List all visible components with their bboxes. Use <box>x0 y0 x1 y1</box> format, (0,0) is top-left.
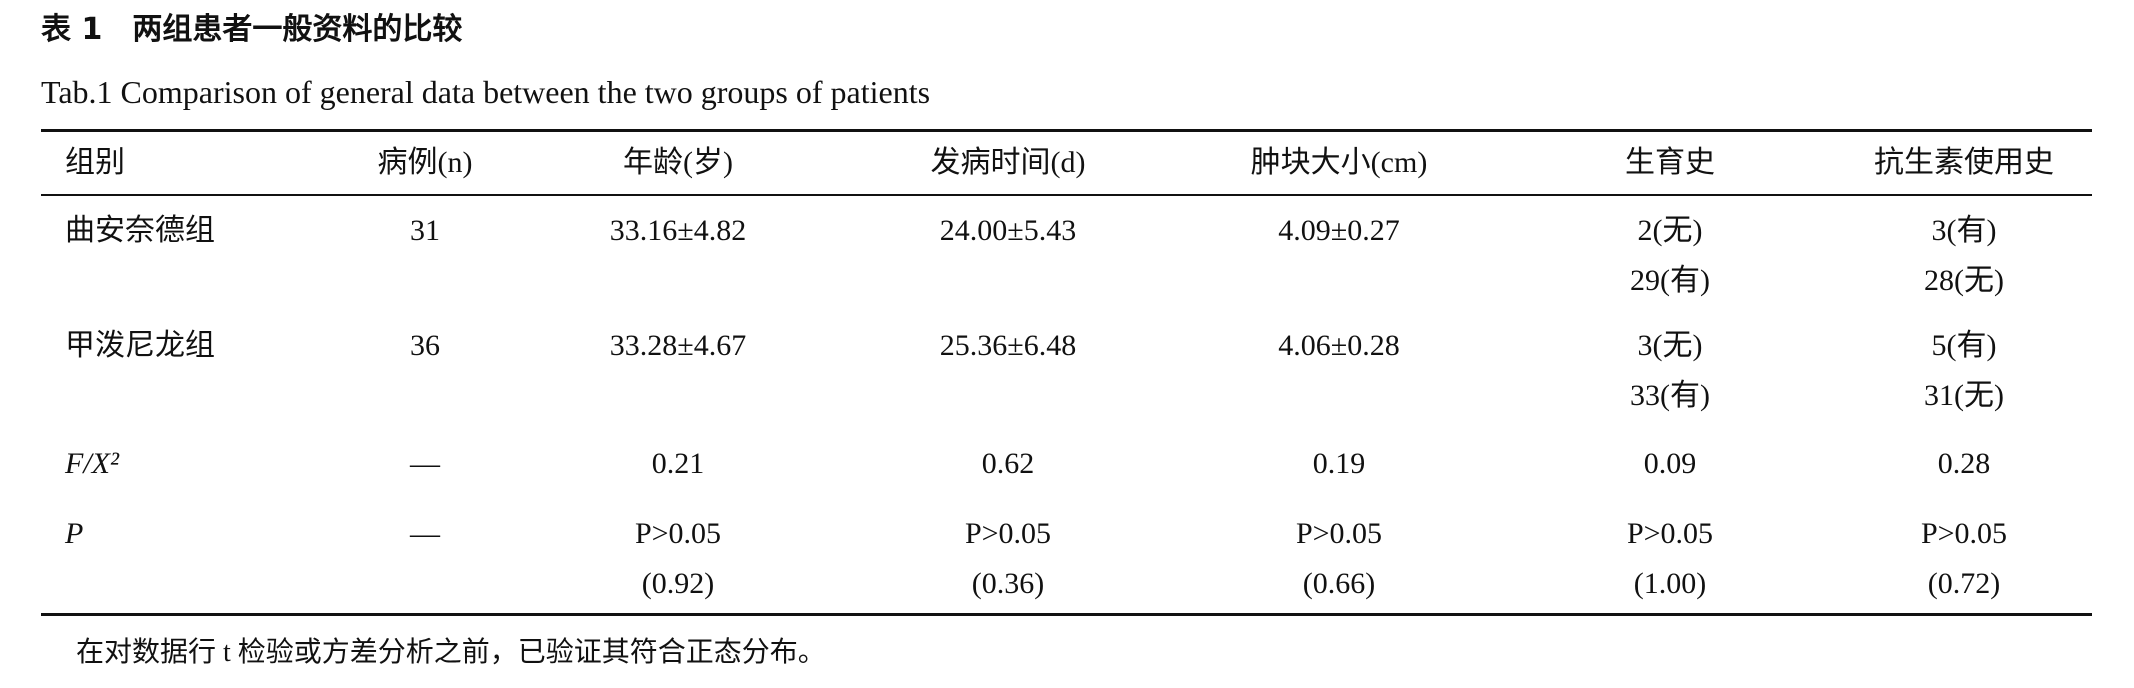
table-cell: P>0.05 <box>1626 517 1714 550</box>
title-en: Tab.1 Comparison of general data between… <box>41 74 931 110</box>
header-cell: 发病时间(d) <box>930 146 1086 179</box>
table-cell: 29(有) <box>1630 264 1710 297</box>
table-cell: — <box>410 517 440 550</box>
table-cell: 33(有) <box>1630 379 1710 412</box>
table-cell: P>0.05 <box>1920 517 2008 550</box>
table-cell: P <box>65 517 84 550</box>
header-rule <box>41 194 2092 196</box>
header-cell: 年龄(岁) <box>623 146 733 179</box>
header-cell: 抗生素使用史 <box>1874 146 2054 179</box>
table-cell: 4.09±0.27 <box>1278 214 1400 247</box>
table-cell: — <box>410 447 440 480</box>
table-cell: 3(无) <box>1637 329 1703 362</box>
table-cell: (0.66) <box>1302 567 1376 600</box>
table-cell: P>0.05 <box>634 517 722 550</box>
table-cell: 4.06±0.28 <box>1278 329 1400 362</box>
table-cell: (0.92) <box>641 567 715 600</box>
table-cell: 3(有) <box>1931 214 1997 247</box>
table-cell: (0.72) <box>1927 567 2001 600</box>
bottom-rule <box>41 613 2092 616</box>
table-cell: 5(有) <box>1931 329 1997 362</box>
table-cell: 31 <box>410 214 440 247</box>
top-rule <box>41 129 2092 132</box>
table-cell: P>0.05 <box>964 517 1052 550</box>
header-cell: 病例(n) <box>377 146 473 179</box>
table-cell: 28(无) <box>1924 264 2004 297</box>
table-cell: 甲泼尼龙组 <box>65 329 215 362</box>
table-cell: 0.21 <box>651 447 705 480</box>
title-cn: 表 1 两组患者一般资料的比较 <box>41 12 463 47</box>
header-cell: 肿块大小(cm) <box>1250 146 1428 179</box>
table-cell: F/X² <box>65 447 119 480</box>
table-cell: P>0.05 <box>1295 517 1383 550</box>
table-cell: 25.36±6.48 <box>939 329 1077 362</box>
table-cell: 33.16±4.82 <box>609 214 747 247</box>
table-cell: 0.62 <box>981 447 1035 480</box>
table-cell: 2(无) <box>1637 214 1703 247</box>
table-cell: 31(无) <box>1924 379 2004 412</box>
table-cell: 36 <box>410 329 440 362</box>
table-cell: (1.00) <box>1633 567 1707 600</box>
table-cell: 曲安奈德组 <box>65 214 215 247</box>
table-cell: 33.28±4.67 <box>609 329 747 362</box>
header-cell: 组别 <box>65 146 125 179</box>
header-cell: 生育史 <box>1625 146 1715 179</box>
table-cell: 24.00±5.43 <box>939 214 1077 247</box>
table-cell: 0.19 <box>1312 447 1366 480</box>
table-cell: 0.09 <box>1643 447 1697 480</box>
table-cell: 0.28 <box>1937 447 1991 480</box>
table-cell: (0.36) <box>971 567 1045 600</box>
note: 在对数据行 t 检验或方差分析之前，已验证其符合正态分布。 <box>76 637 826 668</box>
